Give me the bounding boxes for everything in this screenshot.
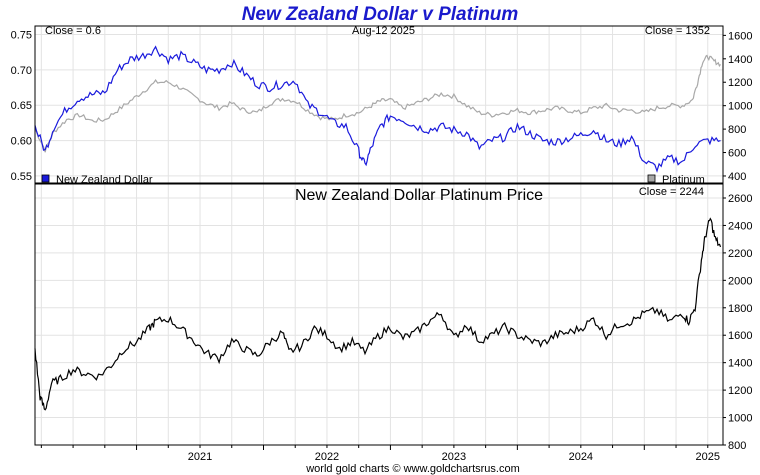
bottom-panel-grid (35, 184, 723, 446)
top-panel-grid (35, 26, 723, 183)
legend-swatch-platinum (647, 174, 656, 183)
legend-swatch-nzd (41, 174, 50, 183)
x-axis-ticks: 2021 2022 2023 2024 2025 (40, 445, 720, 463)
top-left-axis-ticks: 0.75 0.70 0.65 0.60 0.55 (11, 29, 32, 182)
bottom-right-tick-label: 2400 (728, 220, 752, 232)
date-label: Aug-12 2025 (352, 25, 415, 37)
bottom-panel-frame (34, 183, 724, 446)
bottom-right-tick-label: 2600 (728, 193, 752, 205)
bottom-panel-title: New Zealand Dollar Platinum Price (295, 187, 543, 204)
top-right-tick-label: 600 (728, 148, 746, 160)
bottom-right-tick-label: 1000 (728, 413, 752, 425)
x-tick-label: 2023 (442, 451, 466, 463)
x-tick-label: 2025 (696, 451, 720, 463)
legend-label-platinum: Platinum (662, 174, 705, 186)
bottom-right-tick-label: 1400 (728, 358, 752, 370)
bottom-right-close-label: Close = 2244 (639, 186, 704, 198)
top-right-axis-ticks: 1600 1400 1200 1000 800 600 400 (723, 30, 752, 183)
series-line-nzd (34, 45, 721, 173)
bottom-right-tick-label: 2200 (728, 248, 752, 260)
top-right-tick-label: 1600 (728, 30, 752, 42)
bottom-right-tick-label: 1800 (728, 303, 752, 315)
top-left-tick-label: 0.65 (11, 100, 32, 112)
bottom-right-axis-ticks: 2600 2400 2200 2000 1800 1600 1400 1200 1000 800 (723, 193, 752, 452)
top-right-tick-label: 400 (728, 171, 746, 183)
top-left-tick-label: 0.55 (11, 171, 32, 183)
top-left-tick-label: 0.60 (11, 136, 32, 148)
top-left-tick-label: 0.70 (11, 65, 32, 77)
top-panel-frame (34, 25, 724, 184)
footer-credit: world gold charts © www.goldchartsrus.co… (305, 463, 520, 475)
x-tick-label: 2021 (188, 451, 212, 463)
x-tick-label: 2024 (569, 451, 593, 463)
top-right-tick-label: 1000 (728, 101, 752, 113)
bottom-right-tick-label: 1600 (728, 330, 752, 342)
series-line-price (34, 217, 722, 411)
top-right-close-label: Close = 1352 (645, 25, 710, 37)
top-right-tick-label: 1400 (728, 54, 752, 66)
series-line-platinum (34, 54, 721, 153)
top-left-tick-label: 0.75 (11, 29, 32, 41)
bottom-right-tick-label: 2000 (728, 275, 752, 287)
x-tick-label: 2022 (315, 451, 339, 463)
top-right-tick-label: 800 (728, 124, 746, 136)
chart-title: New Zealand Dollar v Platinum (242, 4, 519, 25)
top-left-close-label: Close = 0.6 (45, 25, 101, 37)
bottom-right-tick-label: 1200 (728, 385, 752, 397)
legend-label-nzd: New Zealand Dollar (56, 174, 153, 186)
top-right-tick-label: 1200 (728, 77, 752, 89)
bottom-right-tick-label: 800 (728, 440, 746, 452)
